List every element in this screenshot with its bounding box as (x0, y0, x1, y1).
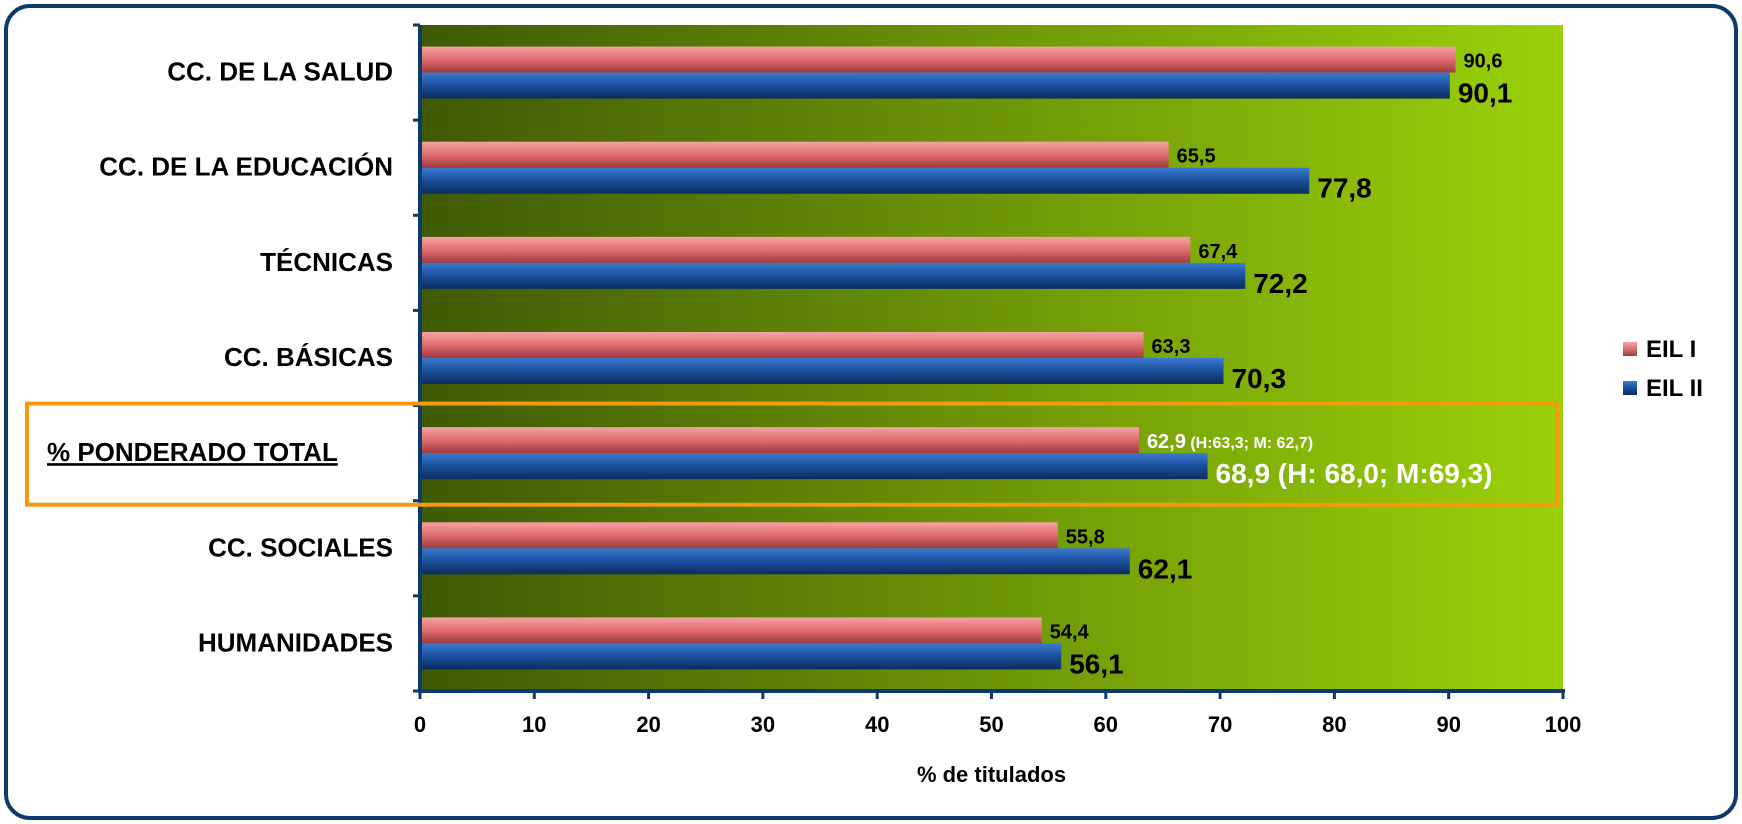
bar-eil-ii (420, 262, 1246, 289)
legend-swatch-eil-ii (1623, 381, 1637, 395)
x-tick-label: 70 (1208, 712, 1232, 737)
category-labels-layer: CC. DE LA SALUD CC. DE LA EDUCACIÓN TÉCNIC… (47, 57, 393, 658)
legend-label-eil-ii: EIL II (1646, 375, 1703, 402)
category-label: CC. BÁSICAS (224, 342, 393, 372)
data-label-eil-i: 55,8 (1066, 526, 1105, 548)
category-label: HUMANIDADES (198, 627, 393, 657)
data-label-eil-i: 67,4 (1198, 241, 1238, 263)
x-tick-label: 40 (865, 712, 889, 737)
legend: EIL I EIL II (1623, 336, 1703, 402)
data-label-eil-ii: 56,1 (1069, 648, 1124, 679)
data-label-eil-i: 54,4 (1050, 621, 1090, 643)
bar-eil-ii (420, 72, 1450, 99)
highlight-box (25, 401, 1559, 507)
bar-eil-i (420, 332, 1144, 358)
x-tick-label: 20 (636, 712, 660, 737)
bar-eil-ii (420, 548, 1130, 575)
category-label: % PONDERADO TOTAL (47, 437, 338, 467)
bar-eil-i (420, 522, 1058, 549)
data-label-eil-i: 90,6 (1464, 51, 1503, 73)
data-labels-layer: 90,6 90,1 65,5 77,8 67,4 72,2 63,3 70,3 62,9 (H:… (1050, 51, 1513, 680)
axes-layer: 0 10 20 30 40 50 60 70 80 90 100 (413, 23, 1582, 737)
x-tick-label: 100 (1545, 712, 1582, 737)
bar-eil-i (420, 236, 1191, 263)
x-tick-label: 90 (1436, 712, 1460, 737)
bar-eil-i (420, 141, 1169, 168)
x-tick-label: 60 (1094, 712, 1118, 737)
category-label: CC. DE LA SALUD (167, 57, 393, 87)
x-tick-label: 50 (979, 712, 1003, 737)
bar-eil-ii (420, 453, 1208, 480)
x-tick-label: 80 (1322, 712, 1346, 737)
bars-layer (420, 46, 1456, 670)
data-label-eil-ii: 70,3 (1232, 363, 1287, 394)
data-label-eil-i: 65,5 (1177, 146, 1216, 168)
data-label-eil-ii: 62,1 (1138, 553, 1193, 584)
data-label-eil-i: 63,3 (1152, 336, 1191, 358)
x-tick-label: 10 (522, 712, 546, 737)
x-tick-label: 0 (414, 712, 426, 737)
legend-label-eil-i: EIL I (1646, 336, 1696, 363)
data-label-eil-i: 62,9 (H:63,3; M: 62,7) (1147, 431, 1313, 453)
category-label: TÉCNICAS (260, 247, 393, 277)
x-tick-label: 30 (751, 712, 775, 737)
data-label-eil-ii: 72,2 (1253, 268, 1308, 299)
category-label: CC. SOCIALES (208, 532, 393, 562)
category-label: CC. DE LA EDUCACIÓN (99, 152, 393, 182)
bar-eil-ii (420, 643, 1062, 670)
bar-eil-ii (420, 358, 1224, 384)
data-label-eil-ii: 90,1 (1458, 78, 1513, 109)
bar-eil-i (420, 46, 1456, 73)
x-axis-title: % de titulados (917, 762, 1066, 787)
bar-eil-ii (420, 167, 1310, 194)
bar-eil-i (420, 427, 1139, 454)
legend-swatch-eil-i (1623, 342, 1637, 356)
data-label-eil-ii: 68,9 (H: 68,0; M:69,3) (1216, 458, 1493, 489)
data-label-eil-ii: 77,8 (1317, 173, 1372, 204)
bar-eil-i (420, 617, 1042, 644)
